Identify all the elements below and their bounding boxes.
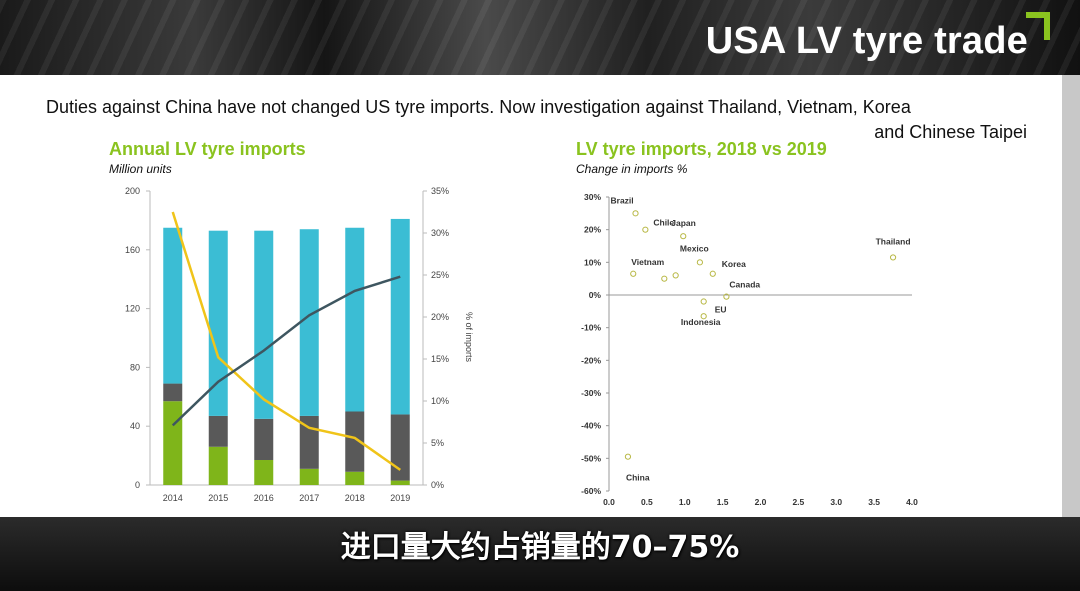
bar-chart-subtitle: Million units <box>109 162 172 176</box>
headline-line-2: and Chinese Taipei <box>874 122 1027 142</box>
video-subtitle-bar <box>0 517 1080 591</box>
bar-chart-title: Annual LV tyre imports <box>109 139 306 159</box>
tyre-tread-background <box>0 0 1080 75</box>
slide-header: USA LV tyre trade <box>0 0 1080 75</box>
scatter-chart-subtitle: Change in imports % <box>576 162 688 176</box>
headline-line-1: Duties against China have not changed US… <box>46 97 911 117</box>
video-edge <box>1062 75 1080 517</box>
slide-title: USA LV tyre trade <box>705 20 1028 62</box>
corner-bracket-logo <box>1026 12 1050 40</box>
slide-headline: Duties against China have not changed US… <box>40 95 1027 145</box>
scatter-chart-title: LV tyre imports, 2018 vs 2019 <box>576 139 827 159</box>
video-subtitle: 进口量大约占销量的70–75% <box>340 530 740 565</box>
